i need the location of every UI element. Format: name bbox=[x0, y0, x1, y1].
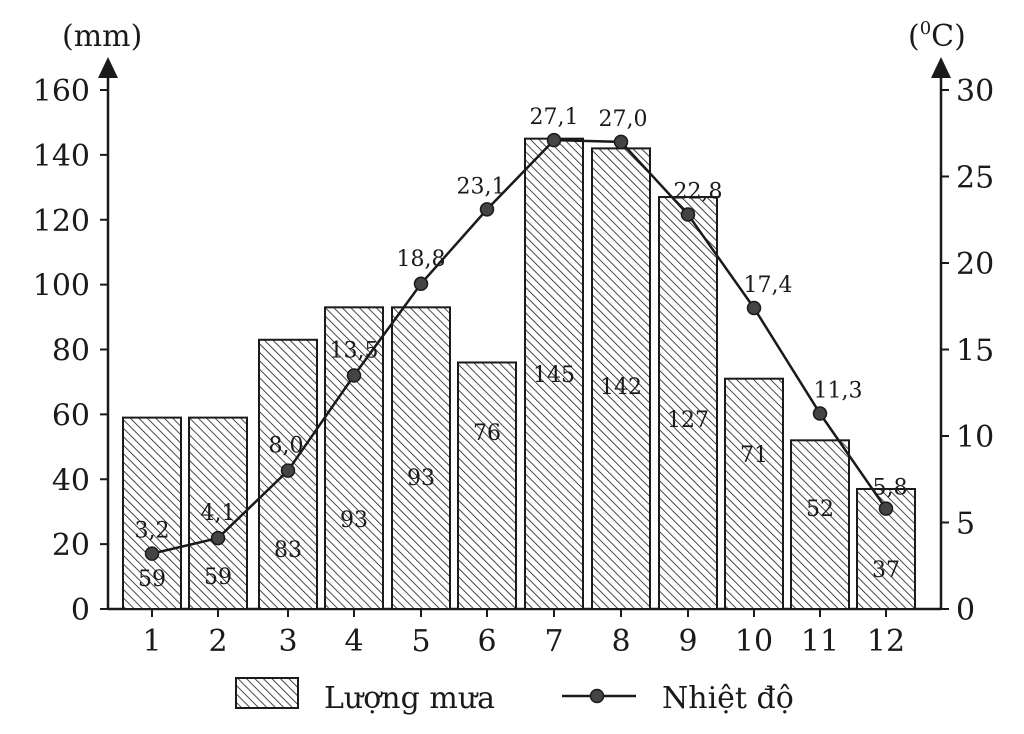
right-axis-ticks: 0 5 10 15 20 25 30 bbox=[941, 74, 994, 628]
right-tick-label: 25 bbox=[956, 161, 994, 196]
temperature-label: 27,0 bbox=[599, 107, 648, 132]
x-tick-label: 9 bbox=[678, 624, 697, 659]
temperature-label: 18,8 bbox=[397, 247, 446, 272]
x-tick-label: 5 bbox=[411, 624, 430, 659]
legend-bar-swatch bbox=[235, 677, 299, 709]
left-axis-ticks: 0 20 40 60 80 100 120 140 160 bbox=[33, 74, 108, 628]
temperature-labels: 3,2 4,1 8,0 13,5 18,8 23,1 27,1 27,0 22,8 17,4 11,… bbox=[135, 105, 908, 543]
left-tick-label: 60 bbox=[52, 398, 90, 433]
left-tick-label: 40 bbox=[52, 463, 90, 498]
temperature-point bbox=[680, 207, 696, 222]
x-tick-label: 10 bbox=[735, 624, 773, 659]
temperature-point bbox=[613, 134, 629, 150]
temperature-point bbox=[746, 300, 762, 316]
right-tick-label: 5 bbox=[956, 507, 975, 542]
rainfall-bar bbox=[524, 137, 584, 610]
temperature-point bbox=[479, 202, 495, 217]
rainfall-bar bbox=[591, 147, 651, 610]
rainfall-bar bbox=[724, 377, 784, 610]
temperature-label: 17,4 bbox=[744, 273, 793, 298]
rainfall-bars bbox=[122, 137, 916, 611]
x-tick-label: 6 bbox=[477, 624, 496, 659]
x-tick-label: 8 bbox=[611, 624, 630, 659]
temperature-label: 27,1 bbox=[530, 105, 579, 130]
rainfall-bar-label: 52 bbox=[806, 497, 834, 522]
temperature-label: 11,3 bbox=[814, 379, 863, 404]
x-tick-label: 1 bbox=[142, 624, 161, 659]
right-tick-label: 20 bbox=[956, 247, 994, 282]
left-tick-label: 140 bbox=[33, 139, 90, 174]
rainfall-bar bbox=[658, 196, 718, 610]
temperature-label: 4,1 bbox=[201, 501, 236, 526]
rainfall-bar-label: 83 bbox=[274, 538, 302, 563]
rainfall-bar bbox=[391, 306, 451, 610]
temperature-label: 3,2 bbox=[135, 519, 170, 544]
left-tick-label: 100 bbox=[33, 269, 90, 304]
legend-line-point-icon bbox=[589, 688, 605, 704]
right-tick-label: 30 bbox=[956, 74, 994, 109]
left-tick-label: 80 bbox=[52, 334, 90, 369]
temperature-label: 8,0 bbox=[269, 434, 304, 459]
x-axis-ticks: 1 2 3 4 5 6 7 8 9 10 11 12 bbox=[142, 609, 905, 659]
rainfall-bar bbox=[122, 416, 182, 610]
rainfall-bar-labels: 59 59 83 93 93 76 145 142 127 71 52 37 bbox=[138, 363, 900, 592]
rainfall-bar-label: 71 bbox=[740, 443, 768, 468]
temperature-point bbox=[346, 368, 362, 383]
rainfall-bar bbox=[790, 439, 850, 611]
temperature-label: 22,8 bbox=[674, 180, 723, 205]
x-tick-label: 4 bbox=[344, 624, 363, 659]
legend-line-label: Nhiệt độ bbox=[662, 681, 794, 716]
temperature-point bbox=[546, 132, 562, 148]
temperature-points bbox=[144, 132, 894, 561]
rainfall-bar-label: 37 bbox=[872, 558, 900, 583]
temperature-point bbox=[413, 276, 429, 292]
temperature-label: 5,8 bbox=[873, 476, 908, 501]
temperature-point bbox=[812, 406, 828, 421]
temperature-point bbox=[280, 463, 296, 478]
temperature-point bbox=[210, 530, 226, 546]
rainfall-bar-label: 145 bbox=[533, 363, 575, 388]
temperature-point bbox=[878, 501, 894, 516]
legend: Lượng mưa Nhiệt độ bbox=[235, 677, 794, 716]
x-tick-label: 12 bbox=[867, 624, 905, 659]
x-tick-label: 11 bbox=[801, 624, 839, 659]
rainfall-bar bbox=[457, 361, 517, 610]
rainfall-bar-label: 76 bbox=[473, 421, 501, 446]
rainfall-bar bbox=[324, 306, 384, 610]
legend-bar-label: Lượng mưa bbox=[324, 681, 495, 716]
x-tick-label: 2 bbox=[208, 624, 227, 659]
left-tick-label: 120 bbox=[33, 204, 90, 239]
right-tick-label: 10 bbox=[956, 420, 994, 455]
x-tick-label: 3 bbox=[278, 624, 297, 659]
rainfall-bar-label: 93 bbox=[407, 466, 435, 491]
rainfall-bar bbox=[188, 416, 248, 610]
rainfall-bar-label: 142 bbox=[600, 375, 642, 400]
right-axis-arrow-icon bbox=[931, 57, 951, 78]
rainfall-bar-label: 93 bbox=[340, 508, 368, 533]
rainfall-bar-label: 59 bbox=[204, 565, 232, 590]
left-axis-unit: (mm) bbox=[62, 19, 142, 54]
temperature-line bbox=[151, 138, 888, 555]
rainfall-bar-label: 59 bbox=[138, 567, 166, 592]
temperature-line-group bbox=[151, 138, 888, 555]
left-tick-label: 20 bbox=[52, 528, 90, 563]
left-axis-arrow-icon bbox=[98, 57, 118, 78]
left-tick-label: 160 bbox=[33, 74, 90, 109]
right-tick-label: 15 bbox=[956, 334, 994, 369]
left-tick-label: 0 bbox=[71, 593, 90, 628]
x-tick-label: 7 bbox=[544, 624, 563, 659]
temperature-label: 23,1 bbox=[457, 174, 506, 199]
temperature-label: 13,5 bbox=[330, 338, 379, 363]
right-tick-label: 0 bbox=[956, 593, 975, 628]
right-axis-unit: (0C) bbox=[908, 18, 966, 54]
rainfall-bar-label: 127 bbox=[667, 408, 709, 433]
temperature-point bbox=[144, 546, 160, 561]
